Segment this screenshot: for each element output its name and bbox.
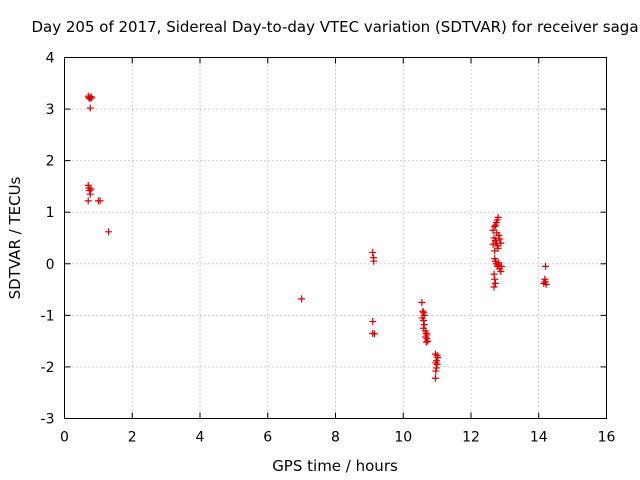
chart-title: Day 205 of 2017, Sidereal Day-to-day VTE… [31,18,638,36]
x-tick-label: 2 [128,430,137,446]
plot-frame [64,57,607,419]
data-point [86,190,94,198]
data-point [422,333,430,341]
grid-lines [64,57,607,419]
data-point [369,318,377,326]
data-point [105,228,113,236]
data-point [491,247,499,255]
x-tick-label: 8 [331,430,340,446]
x-tick-label: 12 [462,430,480,446]
y-tick-label: 0 [46,257,55,273]
y-tick-label: -1 [41,308,55,324]
data-point [87,185,95,193]
data-point [84,197,92,205]
data-point [88,94,96,102]
y-tick-label: 2 [46,154,55,170]
data-point [420,321,428,329]
data-point [542,262,550,270]
data-point [87,93,95,101]
data-point [494,213,502,221]
data-point [434,354,442,362]
data-point [420,317,428,325]
data-point [489,226,497,234]
data-point [370,257,378,265]
data-point [86,187,94,195]
data-point [424,337,432,345]
y-tick-label: -3 [41,412,55,428]
data-point [432,364,440,372]
data-point [432,367,440,375]
data-point [493,229,501,237]
data-point [497,239,505,247]
data-point [491,223,499,231]
data-point [298,295,306,303]
x-tick-label: 14 [530,430,548,446]
data-point [419,307,427,315]
y-tick-label: -2 [41,360,55,376]
data-point [370,330,378,338]
y-axis-label: SDTVAR / TECUs [6,176,24,299]
data-point [490,270,498,278]
data-point [432,359,440,367]
x-tick-label: 16 [598,430,616,446]
x-tick-label: 4 [196,430,205,446]
data-points [84,92,550,382]
x-axis-label: GPS time / hours [272,457,398,475]
data-point [489,240,497,248]
data-point [540,279,548,287]
x-tick-label: 0 [60,430,69,446]
data-point [431,374,439,382]
data-point [497,262,505,270]
y-tick-label: 1 [46,205,55,221]
data-point [496,235,504,243]
data-point [490,283,498,291]
data-point [422,338,430,346]
data-point [491,279,499,287]
data-point [96,197,104,205]
data-point [433,360,441,368]
data-point [422,329,430,337]
data-point [418,298,426,306]
data-point [491,275,499,283]
data-point [86,104,94,112]
data-point [369,248,377,256]
y-tick-label: 4 [46,51,55,67]
x-tick-label: 6 [263,430,272,446]
data-point [497,268,505,276]
y-tick-label: 3 [46,102,55,118]
data-point [495,259,503,267]
x-tick-label: 10 [394,430,412,446]
data-point [431,350,439,358]
